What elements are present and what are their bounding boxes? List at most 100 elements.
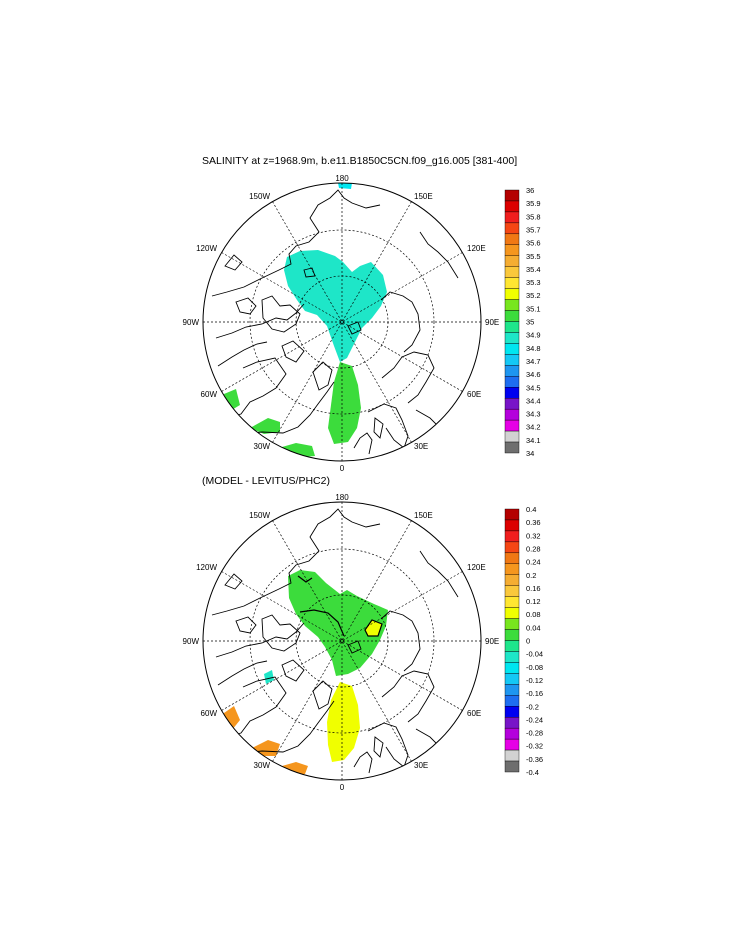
- colorbar-label: 34.5: [526, 383, 541, 392]
- colorbar-swatch: [504, 200, 520, 213]
- svg-text:150E: 150E: [414, 192, 433, 201]
- shading-diff-atlantic: [252, 740, 280, 756]
- colorbar-swatch: [504, 673, 520, 685]
- colorbar-swatch: [504, 717, 520, 729]
- svg-text:90W: 90W: [183, 318, 200, 327]
- colorbar-swatch: [504, 277, 520, 289]
- colorbar-label: -0.36: [526, 755, 543, 764]
- colorbar-label: 36: [526, 186, 534, 195]
- panel-1-map: 180 150E 120E 90E 60E 30E 0 30W 60W 90W …: [183, 174, 541, 473]
- colorbar-label: 0.04: [526, 623, 541, 632]
- svg-text:30E: 30E: [414, 761, 428, 770]
- colorbar-swatch: [504, 189, 520, 202]
- colorbar-swatch: [504, 430, 520, 443]
- colorbar-swatch: [504, 574, 520, 586]
- colorbar-label: 34: [526, 449, 534, 458]
- svg-text:0: 0: [340, 464, 345, 473]
- svg-text:90W: 90W: [183, 637, 200, 646]
- colorbar-label: 0.4: [526, 505, 536, 514]
- shading-diff-greenland: [327, 682, 360, 762]
- panel-2-title: (MODEL - LEVITUS/PHC2): [202, 475, 330, 487]
- svg-text:120E: 120E: [467, 563, 486, 572]
- colorbar-swatch: [504, 408, 520, 421]
- colorbar-swatch: [504, 288, 520, 300]
- colorbar-swatch: [504, 419, 520, 432]
- colorbar-label: 35.7: [526, 225, 541, 234]
- colorbar-swatch: [504, 343, 520, 355]
- map-boundary-2: [202, 501, 482, 781]
- lon-labels-1: 180 150E 120E 90E 60E 30E 0 30W 60W 90W …: [183, 174, 500, 473]
- colorbar-label: 34.3: [526, 410, 541, 419]
- colorbar-swatch: [504, 618, 520, 630]
- colorbar-label: 0.16: [526, 584, 541, 593]
- colorbar-label: 35: [526, 318, 534, 327]
- svg-text:60W: 60W: [201, 390, 218, 399]
- colorbar-label: -0.28: [526, 729, 543, 738]
- colorbar-label: -0.04: [526, 650, 543, 659]
- colorbar-swatch: [504, 310, 520, 322]
- colorbar-swatch: [504, 760, 520, 773]
- colorbar-swatch: [504, 255, 520, 267]
- svg-text:60W: 60W: [201, 709, 218, 718]
- svg-text:60E: 60E: [467, 709, 481, 718]
- graticule-1: [203, 183, 481, 461]
- colorbar-label: -0.16: [526, 689, 543, 698]
- colorbar-label: -0.2: [526, 702, 539, 711]
- colorbar-label: 34.2: [526, 423, 541, 432]
- svg-text:30E: 30E: [414, 442, 428, 451]
- svg-text:180: 180: [335, 174, 349, 183]
- colorbar-swatch: [504, 365, 520, 377]
- colorbar-label: 0.32: [526, 531, 541, 540]
- colorbar-label: 34.6: [526, 370, 541, 379]
- colorbar-label: 35.5: [526, 252, 541, 261]
- colorbar-2: 0.4 0.36 0.32 0.28 0.24 0.2 0.16 0.12 0.08 0.04 0 -…: [504, 505, 543, 777]
- colorbar-label: 0.36: [526, 518, 541, 527]
- colorbar-swatch: [504, 607, 520, 619]
- svg-text:120W: 120W: [196, 244, 217, 253]
- map-boundary-1: [202, 182, 482, 462]
- colorbar-label: 35.6: [526, 239, 541, 248]
- colorbar-swatch: [504, 651, 520, 663]
- colorbar-swatch: [504, 563, 520, 575]
- colorbar-swatch: [504, 508, 520, 521]
- colorbar-swatch: [504, 738, 520, 751]
- colorbar-swatch: [504, 662, 520, 674]
- svg-text:120W: 120W: [196, 563, 217, 572]
- colorbar-swatch: [504, 332, 520, 344]
- svg-text:90E: 90E: [485, 637, 499, 646]
- colorbar-swatch: [504, 519, 520, 532]
- colorbar-swatch: [504, 695, 520, 707]
- colorbar-swatch: [504, 211, 520, 224]
- colorbar-swatch: [504, 222, 520, 235]
- svg-text:30W: 30W: [254, 442, 271, 451]
- shading-diff-neg: [264, 670, 274, 684]
- lon-labels-2: 180 150E 120E 90E 60E 30E 0 30W 60W 90W …: [183, 493, 500, 792]
- colorbar-swatch: [504, 266, 520, 278]
- colorbar-swatch: [504, 585, 520, 597]
- svg-text:150W: 150W: [249, 511, 270, 520]
- colorbar-label: 0: [526, 637, 530, 646]
- colorbar-label: 35.4: [526, 265, 541, 274]
- colorbar-swatch: [504, 552, 520, 564]
- colorbar-label: 35.9: [526, 199, 541, 208]
- colorbar-label: -0.32: [526, 742, 543, 751]
- colorbar-label: 34.1: [526, 436, 541, 445]
- colorbar-label: -0.4: [526, 768, 539, 777]
- svg-text:90E: 90E: [485, 318, 499, 327]
- colorbar-swatch: [504, 354, 520, 366]
- panel-2-map: 180 150E 120E 90E 60E 30E 0 30W 60W 90W …: [183, 493, 544, 792]
- svg-text:0: 0: [340, 783, 345, 792]
- colorbar-swatch: [504, 387, 520, 399]
- colorbar-1: 36 35.9 35.8 35.7 35.6 35.5 35.4 35.3 35.2 35.1 35…: [504, 186, 541, 458]
- colorbar-label: 34.9: [526, 331, 541, 340]
- colorbar-label: 35.1: [526, 304, 541, 313]
- svg-text:150E: 150E: [414, 511, 433, 520]
- colorbar-label: 34.4: [526, 396, 541, 405]
- colorbar-swatch: [504, 398, 520, 410]
- svg-text:150W: 150W: [249, 192, 270, 201]
- svg-text:120E: 120E: [467, 244, 486, 253]
- colorbar-swatch: [504, 244, 520, 256]
- colorbar-label: -0.08: [526, 663, 543, 672]
- colorbar-label: 35.2: [526, 291, 541, 300]
